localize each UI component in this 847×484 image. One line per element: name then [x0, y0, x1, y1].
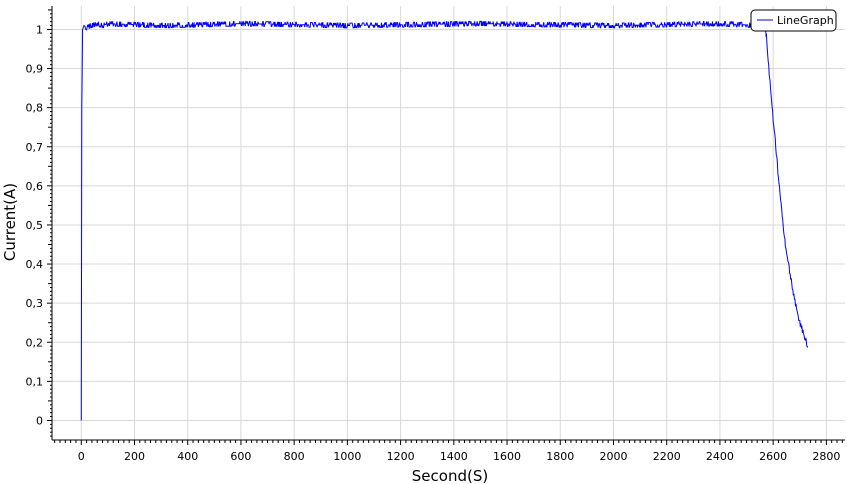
x-tick-label: 800	[284, 450, 305, 463]
x-tick-label: 2400	[706, 450, 734, 463]
x-tick-label: 1000	[333, 450, 361, 463]
legend-label: LineGraph	[777, 14, 834, 27]
x-tick-label: 2800	[812, 450, 840, 463]
y-tick-label: 0,3	[26, 297, 44, 310]
series-layer	[80, 20, 809, 421]
x-tick-label: 1800	[546, 450, 574, 463]
y-tick-label: 0,4	[26, 258, 44, 271]
y-tick-label: 0,9	[26, 63, 44, 76]
legend-box	[750, 9, 837, 32]
x-tick-label: 200	[124, 450, 145, 463]
y-tick-label: 0,8	[26, 102, 44, 115]
series-line	[80, 20, 809, 421]
y-tick-label: 0,2	[26, 336, 44, 349]
x-tick-label: 1400	[440, 450, 468, 463]
x-tick-label: 600	[230, 450, 251, 463]
y-tick-label: 0,5	[26, 219, 44, 232]
legend: LineGraph	[750, 9, 837, 32]
y-tick-label: 0,6	[26, 180, 44, 193]
grid	[52, 6, 845, 440]
x-tick-label: 0	[78, 450, 85, 463]
y-tick-label: 0,1	[26, 375, 44, 388]
y-tick-label: 0,7	[26, 141, 44, 154]
x-tick-label: 1600	[493, 450, 521, 463]
ticks: 0 200 400 600 800 1000 1200 1400 1600 1800 2000 220…	[26, 9, 843, 463]
y-tick-label: 1	[36, 23, 43, 36]
x-tick-label: 2200	[653, 450, 681, 463]
y-axis-title: Current(A)	[1, 183, 19, 261]
x-tick-label: 1200	[387, 450, 415, 463]
x-tick-label: 2600	[759, 450, 787, 463]
x-tick-label: 2000	[599, 450, 627, 463]
plot-area	[52, 6, 845, 440]
y-tick-label: 0	[36, 414, 43, 427]
x-axis-title: Second(S)	[412, 467, 488, 484]
x-tick-label: 400	[177, 450, 198, 463]
